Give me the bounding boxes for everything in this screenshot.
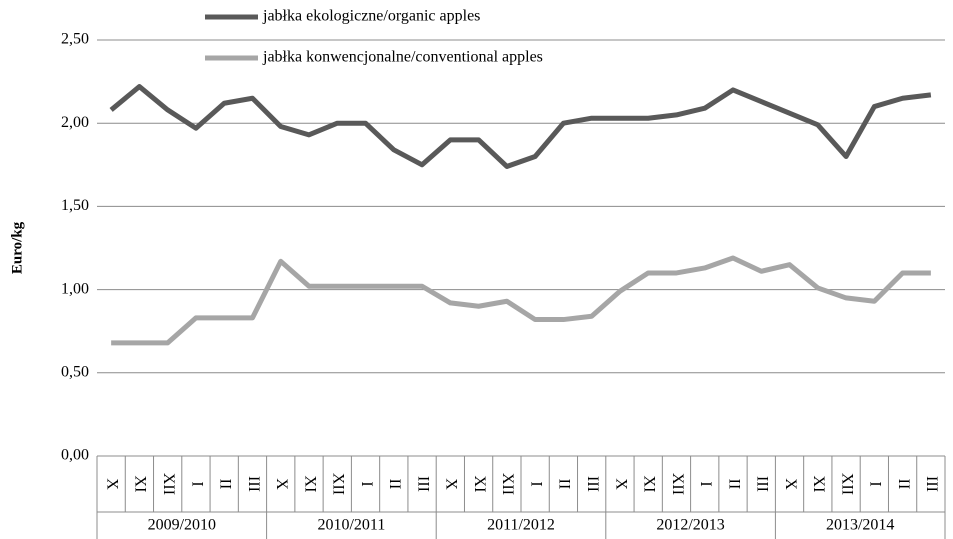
x-tick-label: II (386, 479, 403, 490)
x-tick-label: XI (301, 476, 318, 493)
x-tick-label: III (584, 476, 601, 492)
line-series (111, 255, 931, 346)
y-tick-label: 0,50 (61, 363, 89, 380)
x-tick-label: III (245, 476, 262, 492)
x-tick-label: XII (669, 473, 686, 495)
x-tick-label: XII (499, 473, 516, 495)
legend-label: jabłka konwencjonalne/conventional apple… (262, 49, 543, 66)
x-tick-label: XI (471, 476, 488, 493)
x-tick-label: X (782, 478, 799, 490)
y-tick-label: 1,00 (61, 280, 89, 297)
x-tick-label: X (103, 478, 120, 490)
y-tick-label: 1,50 (61, 197, 89, 214)
x-tick-label: XI (810, 476, 827, 493)
x-tick-label: I (188, 481, 205, 486)
x-tick-label: I (358, 481, 375, 486)
y-axis-label: Euro/kg (9, 221, 25, 274)
x-tick-label: II (217, 479, 234, 490)
line-series (109, 84, 932, 169)
x-tick-label: II (725, 479, 742, 490)
group-label: 2012/2013 (656, 517, 724, 534)
x-tick-label: XI (641, 476, 658, 493)
x-tick-label: X (273, 478, 290, 490)
x-tick-label: I (527, 481, 544, 486)
legend-label: jabłka ekologiczne/organic apples (262, 8, 480, 25)
x-tick-label: II (895, 479, 912, 490)
x-tick-label: III (923, 476, 940, 492)
group-label: 2013/2014 (826, 517, 894, 534)
group-label: 2010/2011 (317, 517, 385, 534)
x-tick-label: II (556, 479, 573, 490)
y-tick-label: 2,00 (61, 114, 89, 131)
x-tick-label: X (443, 478, 460, 490)
x-tick-label: I (697, 481, 714, 486)
x-tick-label: XII (160, 473, 177, 495)
x-tick-label: III (754, 476, 771, 492)
x-tick-label: X (612, 478, 629, 490)
y-tick-label: 0,00 (61, 447, 89, 464)
group-label: 2009/2010 (148, 517, 216, 534)
x-tick-label: XII (330, 473, 347, 495)
y-tick-label: 2,50 (61, 31, 89, 48)
x-tick-label: XII (838, 473, 855, 495)
x-tick-label: XI (132, 476, 149, 493)
x-tick-label: I (867, 481, 884, 486)
group-label: 2011/2012 (487, 517, 555, 534)
x-tick-label: III (414, 476, 431, 492)
